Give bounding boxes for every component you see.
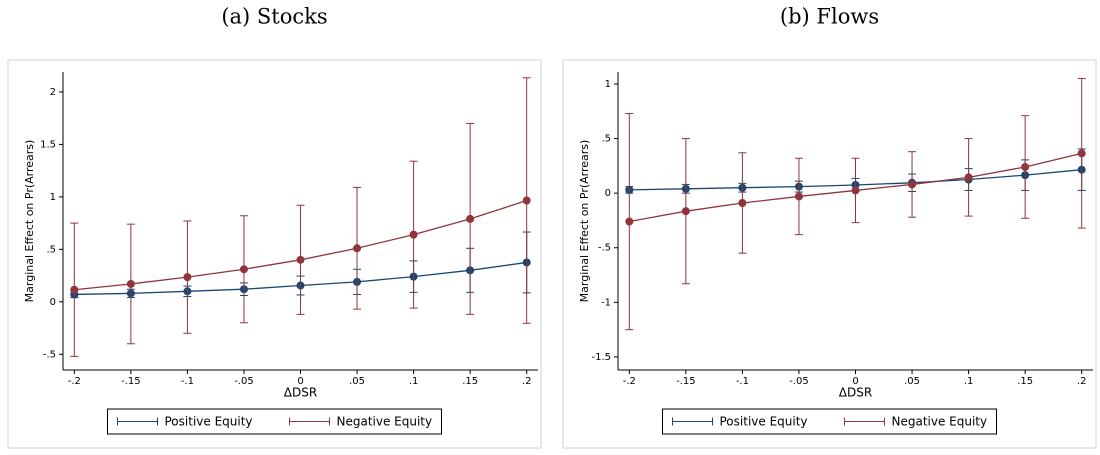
y-tick-label: 1 xyxy=(605,79,611,90)
x-tick-label: .15 xyxy=(462,376,478,387)
point xyxy=(239,265,248,274)
x-tick-label: -.1 xyxy=(181,376,194,387)
point xyxy=(1077,149,1086,158)
point xyxy=(70,285,79,294)
y-tick-label: 1.5 xyxy=(40,139,56,150)
point xyxy=(409,230,418,239)
point xyxy=(1021,162,1030,171)
y-tick-label: -1 xyxy=(601,297,611,308)
point xyxy=(126,279,135,288)
x-tick-label: .05 xyxy=(349,376,365,387)
x-tick-label: -.2 xyxy=(68,376,81,387)
point xyxy=(738,198,747,207)
x-tick-label: 0 xyxy=(852,376,858,387)
point xyxy=(522,196,531,205)
x-axis-label: ΔDSR xyxy=(839,386,872,400)
y-tick-label: -.5 xyxy=(598,243,611,254)
x-tick-label: .1 xyxy=(409,376,419,387)
y-axis-label: Marginal Effect on Pr(Arrears) xyxy=(23,140,36,303)
y-tick-label: 0 xyxy=(50,297,56,308)
x-tick-label: .2 xyxy=(522,376,532,387)
x-tick-label: 0 xyxy=(297,376,303,387)
point xyxy=(964,173,973,182)
y-tick-label: -1.5 xyxy=(591,352,611,363)
panel-title: (b) Flows xyxy=(780,5,879,29)
y-tick-label: .5 xyxy=(601,134,611,145)
legend-box xyxy=(662,408,997,435)
panel: (a) Stocks -.5 0 .5 1 1.5 2 -.2 -.15 -.1 -.05 0 .05.… xyxy=(7,5,542,449)
legend-label: Negative Equity xyxy=(892,415,988,429)
point xyxy=(353,244,362,253)
y-tick-label: 2 xyxy=(50,87,56,98)
point xyxy=(681,207,690,216)
y-tick-label: 0 xyxy=(605,188,611,199)
point xyxy=(908,180,917,189)
x-tick-label: .2 xyxy=(1077,376,1087,387)
x-tick-label: -.15 xyxy=(121,376,141,387)
x-tick-label: .15 xyxy=(1017,376,1033,387)
legend-label: Negative Equity xyxy=(337,415,433,429)
x-tick-label: .1 xyxy=(964,376,974,387)
x-tick-label: .05 xyxy=(904,376,920,387)
x-axis-label: ΔDSR xyxy=(284,386,317,400)
point xyxy=(296,255,305,264)
x-tick-label: -.2 xyxy=(623,376,636,387)
legend-box xyxy=(107,408,442,435)
point xyxy=(851,186,860,195)
x-tick-label: -.05 xyxy=(789,376,809,387)
x-tick-label: -.05 xyxy=(234,376,254,387)
point xyxy=(794,192,803,201)
x-tick-label: -.1 xyxy=(736,376,749,387)
panel-title: (a) Stocks xyxy=(221,5,327,29)
point xyxy=(183,273,192,282)
panel-border xyxy=(7,59,542,449)
point xyxy=(466,214,475,223)
legend-label: Positive Equity xyxy=(720,415,808,429)
panel: (b) Flows -1.5 -1 -.5 0 .5 1 -.2 -.15 -.1 -.05 0 .05… xyxy=(562,5,1097,449)
y-axis-label: Marginal Effect on Pr(Arrears) xyxy=(578,140,591,303)
x-tick-label: -.15 xyxy=(676,376,696,387)
y-tick-label: .5 xyxy=(46,244,56,255)
legend-label: Positive Equity xyxy=(165,415,253,429)
y-tick-label: 1 xyxy=(50,192,56,203)
y-tick-label: -.5 xyxy=(43,349,56,360)
panel-border xyxy=(562,59,1097,449)
point xyxy=(625,217,634,226)
